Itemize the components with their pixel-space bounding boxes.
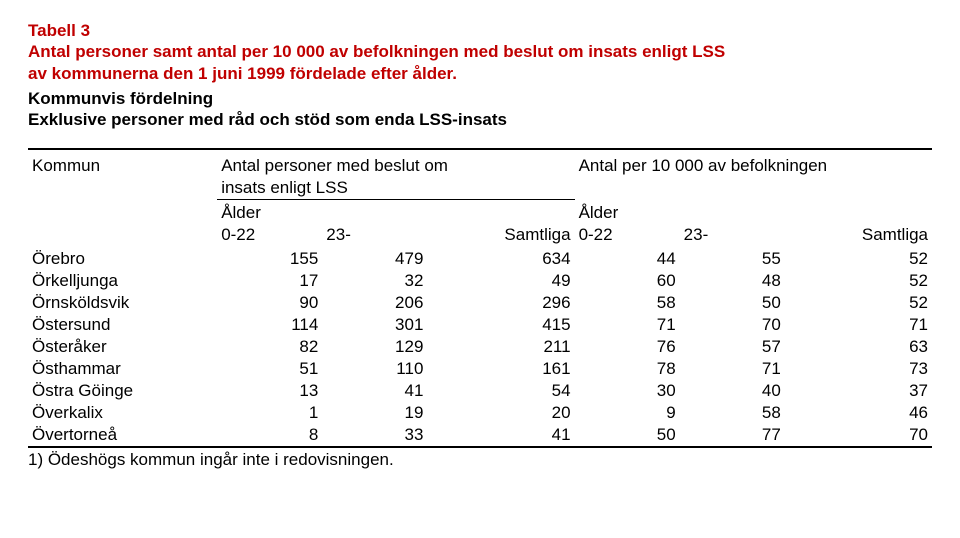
cell-val: 8 — [217, 424, 322, 446]
cell-val: 60 — [575, 270, 680, 292]
cell-val: 129 — [322, 336, 427, 358]
cell-val: 54 — [427, 380, 574, 402]
cell-val: 9 — [575, 402, 680, 424]
cell-val: 52 — [785, 270, 932, 292]
cell-val: 161 — [427, 358, 574, 380]
col-group-2a: Antal per 10 000 av befolkningen — [575, 150, 932, 177]
cell-val: 70 — [785, 424, 932, 446]
cell-val: 634 — [427, 248, 574, 270]
cell-name: Östra Göinge — [28, 380, 217, 402]
title-line-1: Tabell 3 — [28, 20, 932, 41]
col-0-22-b: 0-22 — [575, 224, 680, 248]
cell-val: 63 — [785, 336, 932, 358]
cell-name: Östhammar — [28, 358, 217, 380]
cell-val: 55 — [680, 248, 785, 270]
cell-val: 48 — [680, 270, 785, 292]
cell-val: 90 — [217, 292, 322, 314]
cell-val: 58 — [680, 402, 785, 424]
col-alder-left: Ålder — [217, 200, 574, 225]
cell-val: 110 — [322, 358, 427, 380]
cell-val: 40 — [680, 380, 785, 402]
col-group-1b: insats enligt LSS — [217, 177, 574, 200]
cell-val: 41 — [427, 424, 574, 446]
col-alder-right: Ålder — [575, 200, 932, 225]
cell-val: 32 — [322, 270, 427, 292]
cell-val: 155 — [217, 248, 322, 270]
data-table: Kommun Antal personer med beslut om Anta… — [28, 150, 932, 446]
bottom-rule — [28, 446, 932, 448]
subtitle-line-1: Kommunvis fördelning — [28, 88, 932, 109]
cell-name: Örebro — [28, 248, 217, 270]
cell-name: Överkalix — [28, 402, 217, 424]
cell-name: Örnsköldsvik — [28, 292, 217, 314]
cell-val: 73 — [785, 358, 932, 380]
cell-val: 41 — [322, 380, 427, 402]
cell-val: 57 — [680, 336, 785, 358]
cell-val: 49 — [427, 270, 574, 292]
cell-val: 46 — [785, 402, 932, 424]
cell-name: Övertorneå — [28, 424, 217, 446]
cell-val: 301 — [322, 314, 427, 336]
cell-val: 13 — [217, 380, 322, 402]
table-row: Överkalix1192095846 — [28, 402, 932, 424]
cell-val: 51 — [217, 358, 322, 380]
col-0-22-a: 0-22 — [217, 224, 322, 248]
cell-val: 50 — [575, 424, 680, 446]
table-caption: Tabell 3 Antal personer samt antal per 1… — [28, 20, 932, 84]
col-group-2b — [575, 177, 932, 200]
cell-val: 33 — [322, 424, 427, 446]
col-group-1a: Antal personer med beslut om — [217, 150, 574, 177]
cell-val: 1 — [217, 402, 322, 424]
col-blank — [28, 224, 217, 248]
cell-name: Österåker — [28, 336, 217, 358]
table-row: Östra Göinge134154304037 — [28, 380, 932, 402]
cell-val: 70 — [680, 314, 785, 336]
cell-val: 71 — [680, 358, 785, 380]
cell-val: 78 — [575, 358, 680, 380]
footnote: 1) Ödeshögs kommun ingår inte i redovisn… — [28, 450, 932, 470]
cell-val: 77 — [680, 424, 785, 446]
cell-val: 114 — [217, 314, 322, 336]
cell-val: 19 — [322, 402, 427, 424]
cell-val: 211 — [427, 336, 574, 358]
title-line-2: Antal personer samt antal per 10 000 av … — [28, 41, 932, 62]
subtitle-line-2: Exklusive personer med råd och stöd som … — [28, 109, 932, 130]
cell-val: 17 — [217, 270, 322, 292]
cell-name: Örkelljunga — [28, 270, 217, 292]
cell-val: 76 — [575, 336, 680, 358]
col-23-a: 23- — [322, 224, 427, 248]
table-row: Österåker82129211765763 — [28, 336, 932, 358]
cell-val: 71 — [785, 314, 932, 336]
table-row: Östhammar51110161787173 — [28, 358, 932, 380]
table-row: Örkelljunga173249604852 — [28, 270, 932, 292]
cell-val: 479 — [322, 248, 427, 270]
cell-name: Östersund — [28, 314, 217, 336]
cell-val: 20 — [427, 402, 574, 424]
cell-val: 50 — [680, 292, 785, 314]
col-23-b: 23- — [680, 224, 785, 248]
col-kommun: Kommun — [28, 150, 217, 224]
cell-val: 37 — [785, 380, 932, 402]
table-row: Örnsköldsvik90206296585052 — [28, 292, 932, 314]
cell-val: 52 — [785, 292, 932, 314]
title-line-3: av kommunerna den 1 juni 1999 fördelade … — [28, 63, 932, 84]
table-row: Östersund114301415717071 — [28, 314, 932, 336]
cell-val: 296 — [427, 292, 574, 314]
cell-val: 30 — [575, 380, 680, 402]
cell-val: 44 — [575, 248, 680, 270]
cell-val: 206 — [322, 292, 427, 314]
col-samtliga-b: Samtliga — [785, 224, 932, 248]
table-subtitle: Kommunvis fördelning Exklusive personer … — [28, 88, 932, 131]
cell-val: 52 — [785, 248, 932, 270]
table-body: Örebro155479634445552Örkelljunga17324960… — [28, 248, 932, 446]
cell-val: 82 — [217, 336, 322, 358]
cell-val: 415 — [427, 314, 574, 336]
cell-val: 58 — [575, 292, 680, 314]
cell-val: 71 — [575, 314, 680, 336]
table-row: Örebro155479634445552 — [28, 248, 932, 270]
col-samtliga-a: Samtliga — [427, 224, 574, 248]
table-row: Övertorneå83341507770 — [28, 424, 932, 446]
